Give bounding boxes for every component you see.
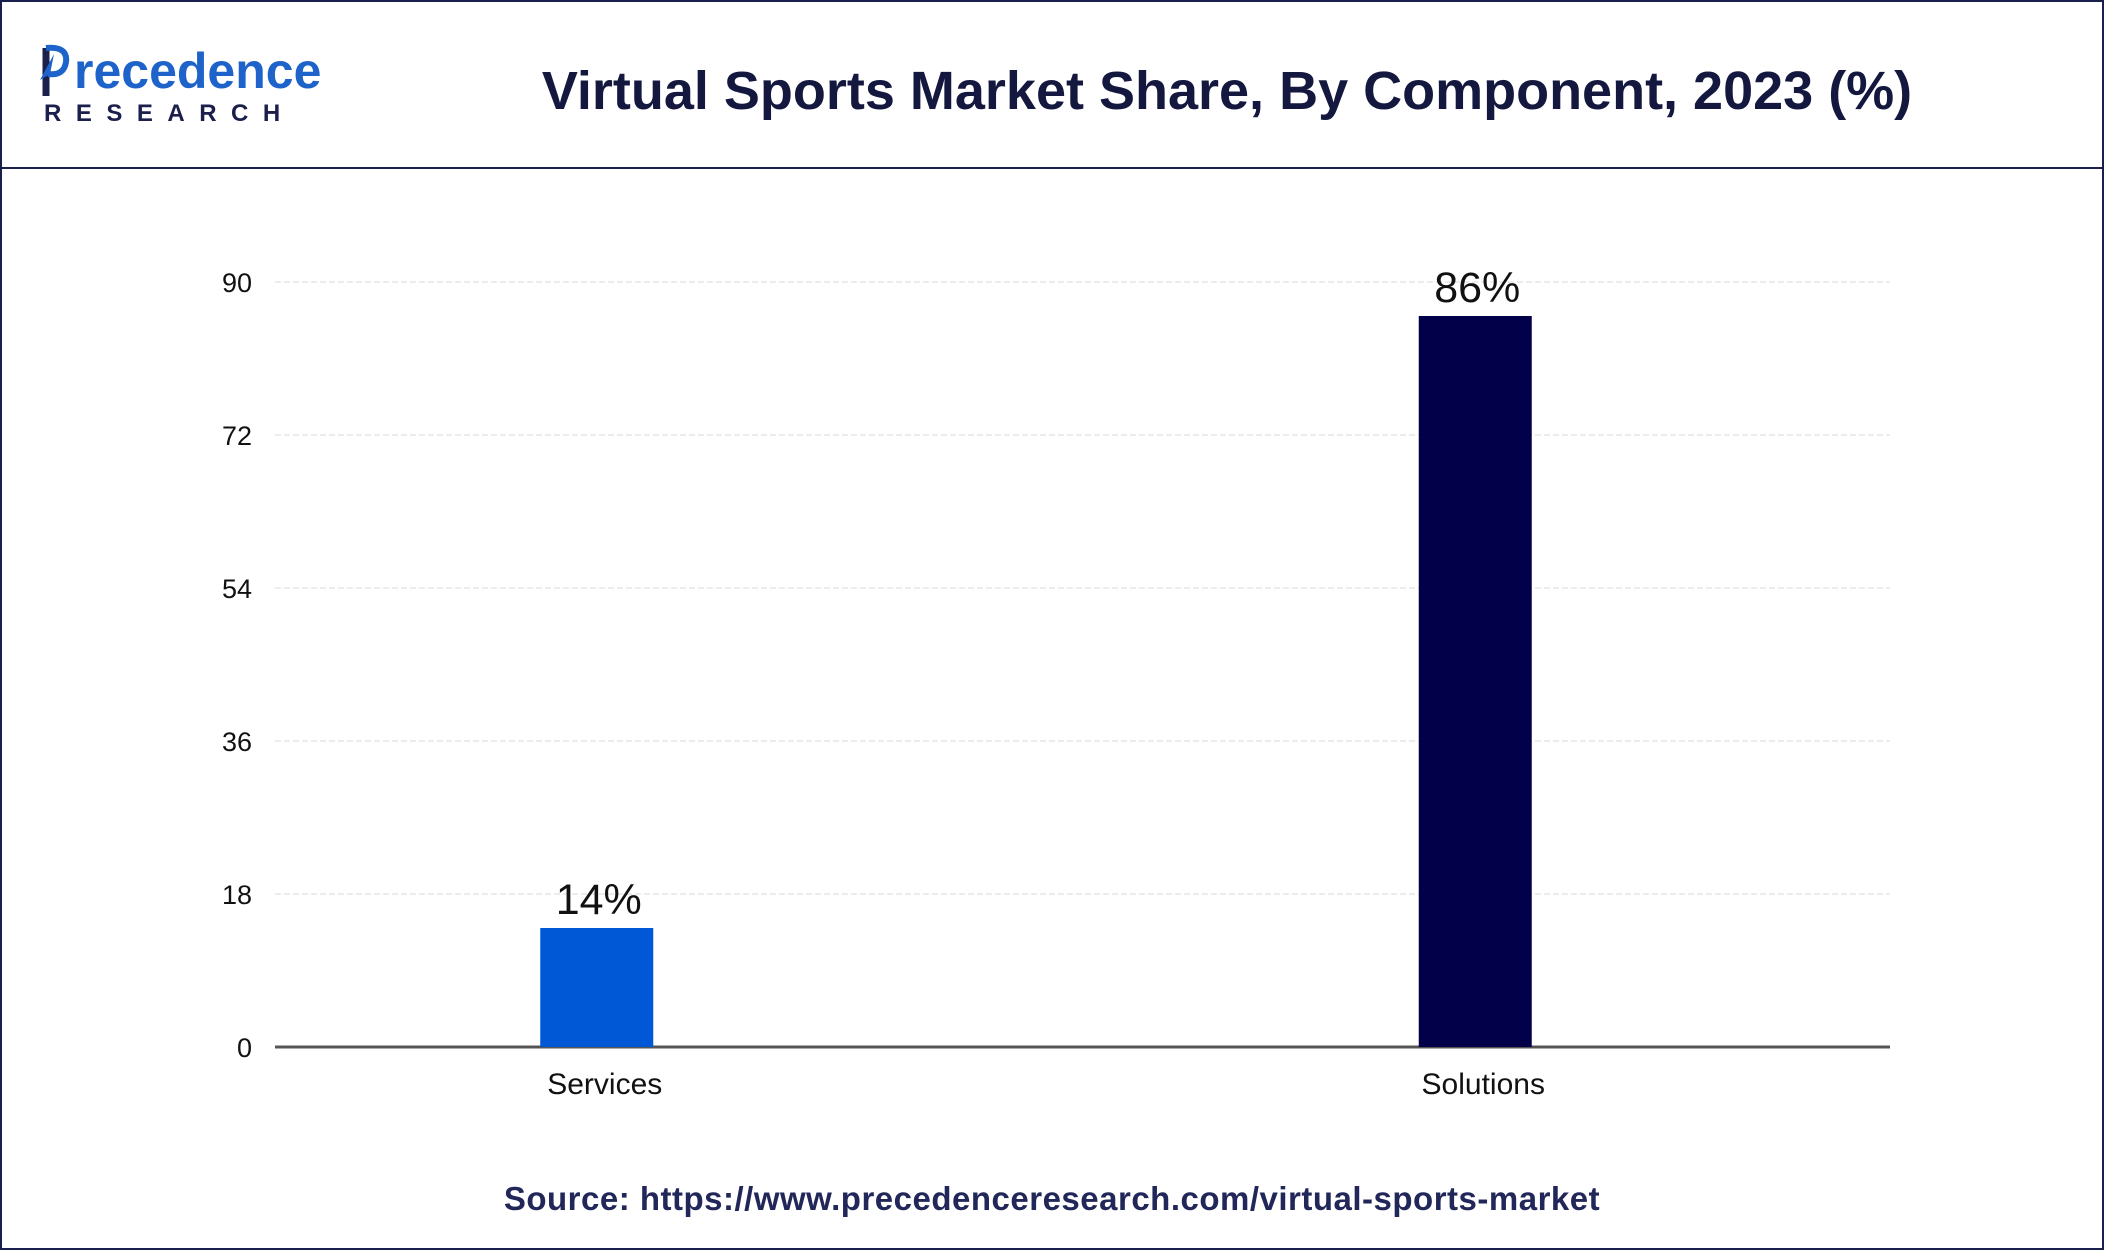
chart-title: Virtual Sports Market Share, By Componen…: [541, 61, 1913, 121]
data-label: 86%: [1434, 264, 1520, 312]
bar-solutions: [1418, 316, 1532, 1047]
data-label: 14%: [556, 876, 642, 924]
y-tick-label: 0: [237, 1033, 252, 1063]
y-tick-label: 36: [222, 727, 252, 757]
bar-services: [540, 928, 654, 1047]
x-tick-label: Solutions: [1422, 1068, 1545, 1101]
header: recedence RESEARCH Virtual Sports Market…: [2, 2, 2102, 169]
y-tick-label: 54: [222, 574, 252, 604]
logo-wordmark: recedence: [74, 43, 322, 99]
logo-p-mark-icon: [40, 44, 70, 96]
y-tick-label: 18: [222, 880, 252, 910]
precedence-research-logo: recedence RESEARCH: [40, 40, 330, 130]
source-note: Source: https://www.precedenceresearch.c…: [503, 1180, 1601, 1217]
y-tick-label: 90: [222, 268, 252, 298]
x-tick-label: Services: [547, 1068, 662, 1101]
y-tick-label: 72: [222, 421, 252, 451]
logo-subtitle: RESEARCH: [44, 100, 295, 127]
